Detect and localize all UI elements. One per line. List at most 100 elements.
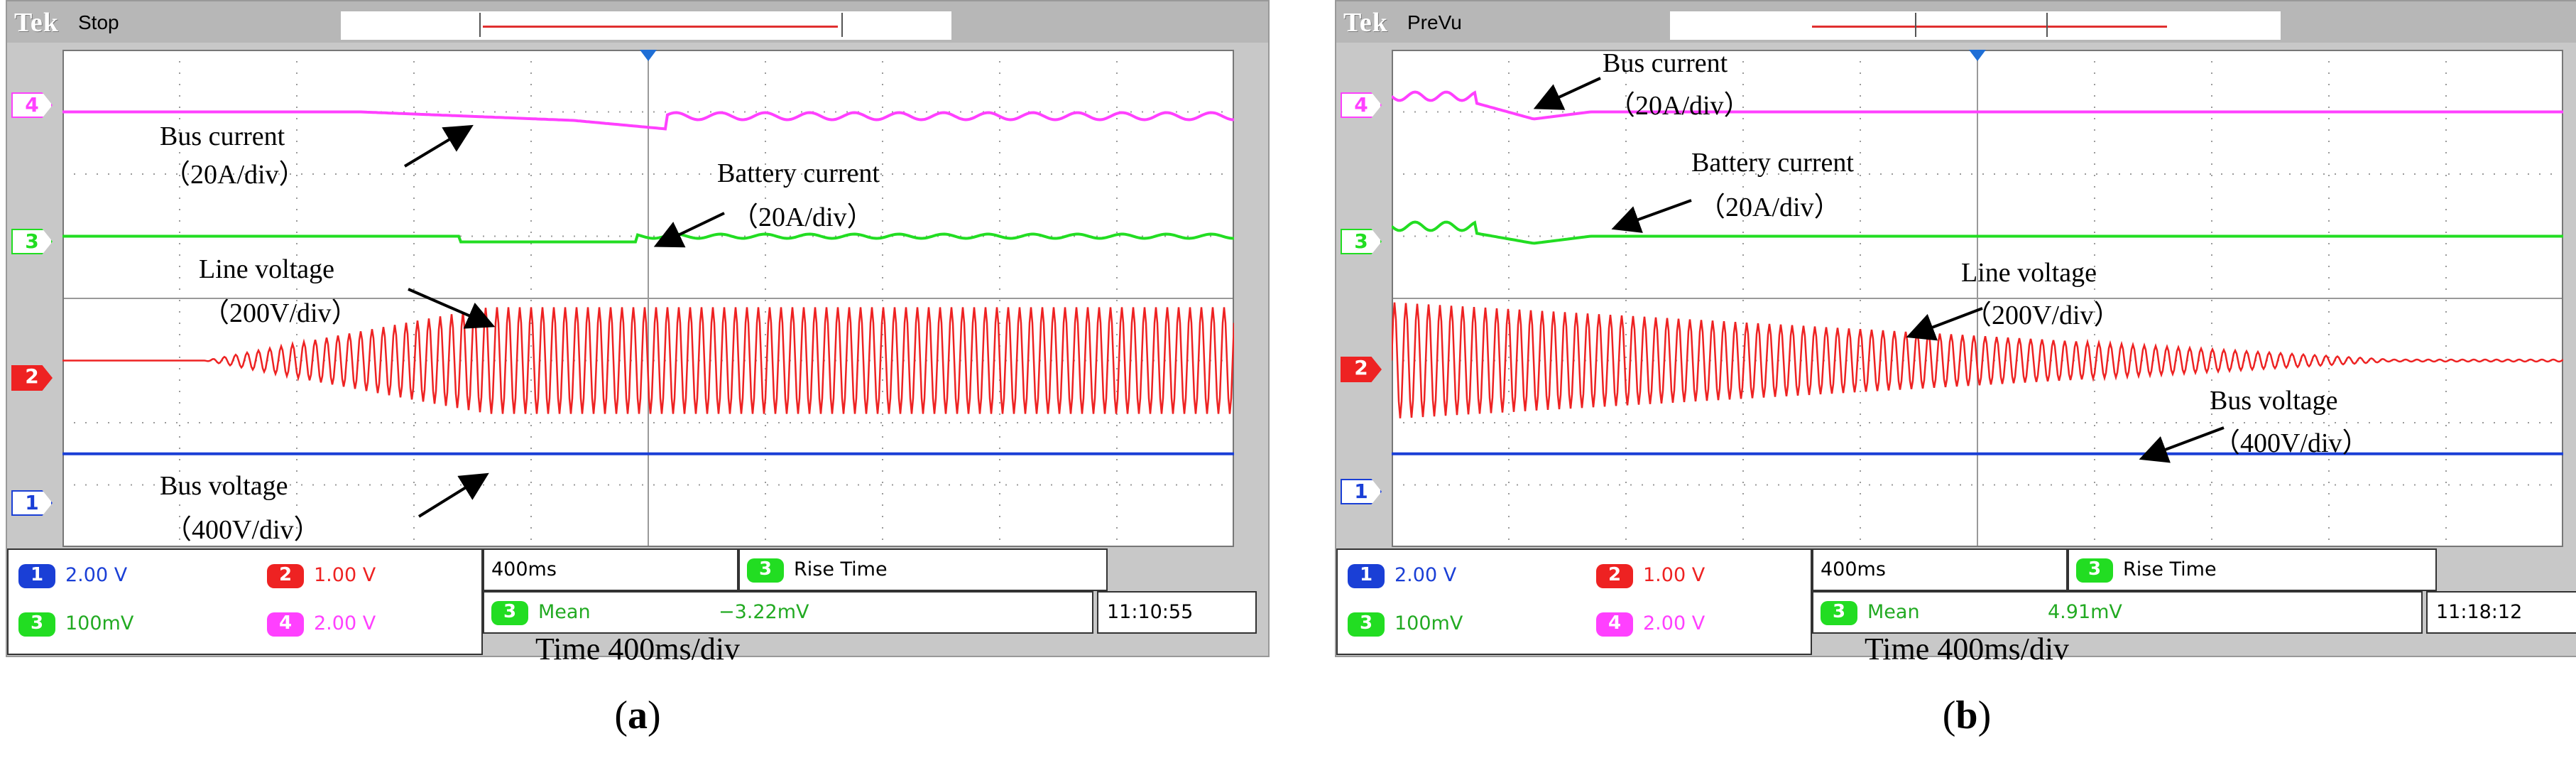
clock-readout: 11:10:55 [1097, 591, 1257, 634]
measurement-type: Rise Time [2123, 558, 2217, 580]
ch1-badge: 1 [1348, 563, 1385, 588]
panel-label-a: (a) [614, 693, 661, 737]
channel-1-marker: 1 [1341, 479, 1382, 504]
record-bracket-left [1915, 13, 1916, 37]
annotation-battery-current-scale: （20A/div） [731, 202, 874, 232]
annotation-battery-current-scale: （20A/div） [1698, 193, 1841, 222]
ch1-badge: 1 [18, 563, 55, 588]
mean-readout: 3 Mean −3.22mV [483, 591, 1093, 634]
oscilloscope-screenshot: Tek Stop 4 3 2 1 1 2.00 V 2 1.00 V 3 100mV … [6, 0, 1270, 657]
mean-ch-badge: 3 [1821, 600, 1857, 625]
annotation-bus-voltage-scale: （400V/div） [2213, 428, 2369, 458]
scope-readout-area: 1 2.00 V 2 1.00 V 3 100mV 4 2.00 V 400ms 3 Ri… [7, 548, 1268, 659]
timebase-readout: 400ms [483, 548, 738, 591]
acquisition-status: PreVu [1407, 11, 1462, 33]
panel-b: Tek PreVu 4 3 2 1 1 2.00 V 2 1.00 V 3 100mV… [1335, 0, 2576, 768]
mean-label: Mean [538, 601, 591, 623]
brand-logo: Tek [1343, 8, 1388, 38]
measurement-type-readout: 3 Rise Time [738, 548, 1108, 591]
annotation-line-voltage-scale: （200V/div） [202, 298, 359, 328]
record-bracket-right [2046, 13, 2048, 37]
annotation-bus-voltage: Bus voltage [2210, 386, 2338, 416]
timebase-value: 400ms [1821, 558, 1886, 580]
measure-ch-badge: 3 [2076, 558, 2113, 583]
channel-4-marker: 4 [11, 92, 53, 118]
timebase-readout: 400ms [1812, 548, 2068, 591]
oscilloscope-screenshot: Tek PreVu 4 3 2 1 1 2.00 V 2 1.00 V 3 100mV… [1335, 0, 2576, 657]
record-bracket-left [479, 13, 481, 37]
ch2-scale: 1.00 V [1643, 564, 1705, 586]
annotation-bus-voltage-scale: （400V/div） [165, 515, 321, 545]
waveform-plot [62, 50, 1234, 547]
scope-readout-area: 1 2.00 V 2 1.00 V 3 100mV 4 2.00 V 400ms 3 Ri… [1336, 548, 2576, 659]
panel-a: Tek Stop 4 3 2 1 1 2.00 V 2 1.00 V 3 100mV … [6, 0, 1270, 768]
record-bracket-right [841, 13, 843, 37]
ch3-scale: 100mV [65, 612, 134, 634]
measure-ch-badge: 3 [747, 558, 784, 583]
annotation-bus-current-scale: （20A/div） [1608, 91, 1751, 121]
series-line-voltage-trace [62, 307, 1234, 414]
brand-logo: Tek [14, 8, 59, 38]
acquisition-status: Stop [78, 11, 119, 33]
scope-header: Tek PreVu [1336, 1, 2576, 43]
ch1-scale: 2.00 V [65, 564, 128, 586]
series-battery-current-trace [1392, 220, 2563, 245]
timebase-value: 400ms [491, 558, 557, 580]
record-window-line [483, 26, 838, 28]
ch4-scale: 2.00 V [314, 612, 376, 634]
trigger-position-bar [1670, 11, 2281, 40]
series-line-voltage-trace [1392, 302, 2563, 418]
annotation-battery-current: Battery current [1691, 148, 1854, 178]
channel-scale-readout: 1 2.00 V 2 1.00 V 3 100mV 4 2.00 V [1336, 548, 1812, 655]
series-bus-current-trace [1392, 90, 2563, 121]
annotation-bus-voltage: Bus voltage [160, 471, 288, 501]
ch2-badge: 2 [1596, 563, 1633, 588]
waveform-screen [1392, 50, 2563, 547]
series-bus-current-trace [62, 110, 1234, 131]
ch2-scale: 1.00 V [314, 564, 376, 586]
ch4-badge: 4 [1596, 612, 1633, 637]
mean-readout: 3 Mean 4.91mV [1812, 591, 2423, 634]
panel-label-b: (b) [1942, 693, 1992, 737]
measurement-type: Rise Time [794, 558, 888, 580]
clock-value: 11:10:55 [1107, 601, 1194, 623]
channel-3-marker: 3 [1341, 229, 1382, 254]
channel-3-marker: 3 [11, 229, 53, 254]
record-window-line [1812, 26, 2167, 28]
mean-ch-badge: 3 [491, 600, 528, 625]
trigger-position-marker [1969, 50, 1986, 61]
mean-value: −3.22mV [719, 601, 809, 623]
ch4-badge: 4 [267, 612, 304, 637]
graticule [1392, 50, 2563, 547]
ch4-scale: 2.00 V [1643, 612, 1705, 634]
annotation-bus-current-scale: （20A/div） [163, 160, 306, 190]
x-axis-label: Time 400ms/div [535, 632, 741, 666]
annotation-bus-current: Bus current [1603, 48, 1728, 78]
channel-2-marker: 2 [11, 365, 53, 391]
ch3-badge: 3 [1348, 612, 1385, 637]
x-axis-label: Time 400ms/div [1864, 632, 2070, 666]
trigger-position-marker [640, 50, 657, 61]
measurement-type-readout: 3 Rise Time [2068, 548, 2437, 591]
trigger-position-bar [341, 11, 951, 40]
annotation-bus-current: Bus current [160, 121, 285, 151]
waveform-plot [1392, 50, 2563, 547]
ch2-badge: 2 [267, 563, 304, 588]
waveform-screen [62, 50, 1234, 547]
scope-header: Tek Stop [7, 1, 1268, 43]
annotation-line-voltage: Line voltage [199, 254, 334, 284]
channel-scale-readout: 1 2.00 V 2 1.00 V 3 100mV 4 2.00 V [7, 548, 483, 655]
series-battery-current-trace [62, 232, 1234, 244]
ch1-scale: 2.00 V [1395, 564, 1457, 586]
annotation-line-voltage-scale: （200V/div） [1965, 301, 2121, 330]
ch3-scale: 100mV [1395, 612, 1463, 634]
ch3-badge: 3 [18, 612, 55, 637]
clock-readout: 11:18:12 [2426, 591, 2576, 634]
channel-4-marker: 4 [1341, 92, 1382, 118]
channel-1-marker: 1 [11, 490, 53, 516]
mean-label: Mean [1867, 601, 1920, 623]
clock-value: 11:18:12 [2436, 601, 2523, 623]
annotation-line-voltage: Line voltage [1961, 258, 2097, 288]
channel-2-marker: 2 [1341, 357, 1382, 382]
annotation-battery-current: Battery current [717, 158, 880, 188]
